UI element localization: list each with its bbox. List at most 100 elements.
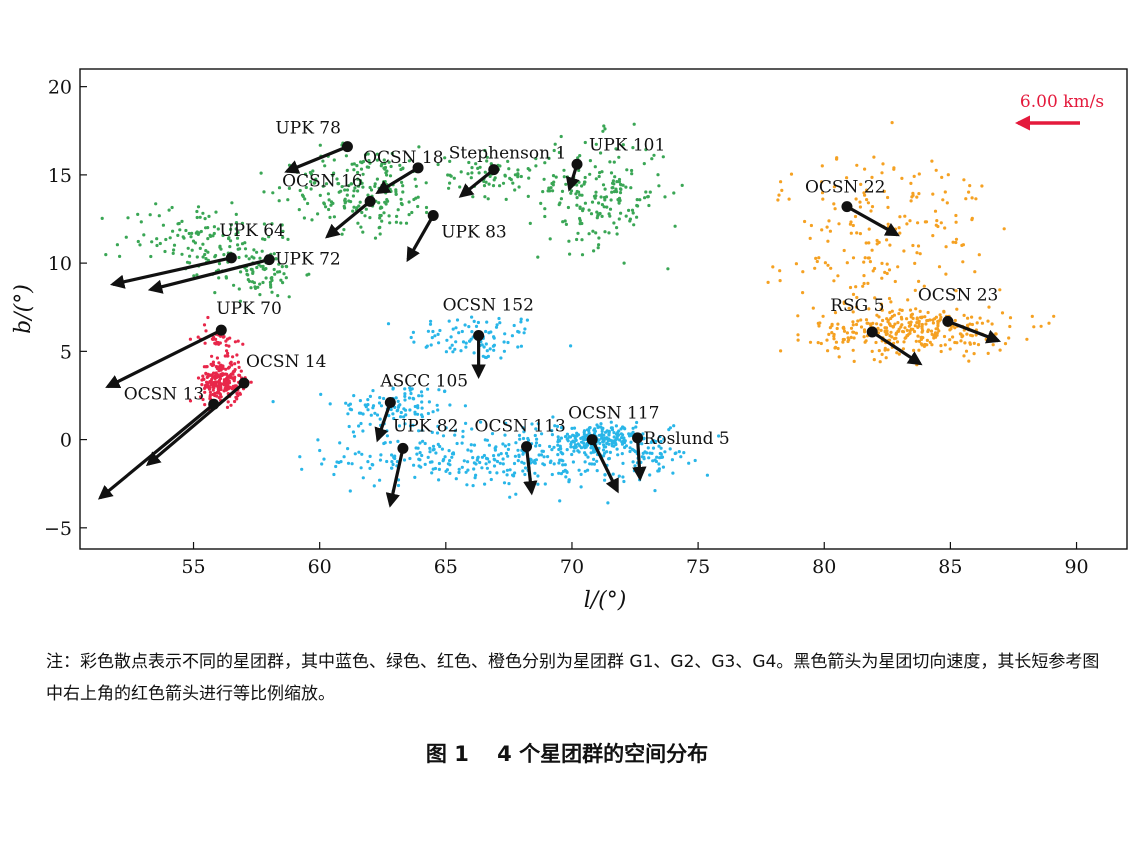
- data-point: [574, 438, 578, 442]
- data-point: [204, 372, 208, 376]
- data-point: [424, 205, 429, 210]
- data-point: [411, 423, 415, 427]
- data-point: [561, 220, 565, 224]
- data-point: [820, 191, 825, 195]
- data-point: [851, 323, 855, 327]
- data-point: [814, 256, 818, 260]
- data-point: [369, 188, 374, 192]
- data-point: [347, 424, 351, 429]
- data-point: [211, 392, 215, 397]
- velocity-arrow: [458, 168, 495, 198]
- data-point: [335, 177, 339, 181]
- data-point: [221, 233, 225, 238]
- data-point: [881, 318, 885, 323]
- data-point: [358, 200, 362, 204]
- data-point: [216, 227, 220, 231]
- data-point: [880, 171, 884, 175]
- data-point: [429, 319, 433, 323]
- data-point: [358, 399, 362, 403]
- point-group-g3: [188, 315, 253, 411]
- data-point: [533, 433, 537, 438]
- data-point: [236, 394, 240, 398]
- data-point: [212, 371, 216, 375]
- data-point: [243, 247, 248, 251]
- data-point: [499, 356, 503, 360]
- data-point: [346, 461, 351, 465]
- data-point: [560, 189, 565, 193]
- data-point: [541, 462, 545, 466]
- data-point: [510, 473, 515, 477]
- data-point: [905, 334, 910, 338]
- velocity-arrow: [105, 328, 222, 389]
- data-point: [136, 239, 140, 244]
- data-point: [650, 439, 654, 443]
- point-group-g4: [766, 121, 1056, 367]
- data-point: [778, 269, 782, 273]
- data-point: [912, 329, 917, 334]
- data-point: [237, 255, 241, 260]
- data-point: [565, 175, 570, 179]
- data-point: [433, 334, 437, 338]
- data-point: [258, 293, 262, 297]
- data-point: [163, 249, 167, 254]
- data-point: [943, 190, 947, 194]
- data-point: [632, 122, 636, 126]
- data-point: [201, 397, 205, 402]
- data-point: [420, 400, 424, 404]
- data-point: [377, 401, 382, 405]
- cluster-label: OCSN 23: [918, 285, 999, 305]
- data-point: [229, 227, 233, 231]
- data-point: [534, 441, 539, 445]
- data-point: [887, 296, 892, 301]
- data-point: [157, 214, 161, 218]
- data-point: [195, 273, 199, 277]
- data-point: [148, 213, 152, 217]
- data-point: [417, 464, 421, 468]
- data-point: [565, 432, 570, 436]
- data-point: [319, 392, 323, 396]
- data-point: [444, 350, 448, 354]
- data-point: [581, 209, 585, 213]
- data-point: [897, 226, 901, 230]
- data-point: [366, 193, 370, 197]
- data-point: [387, 160, 391, 164]
- cluster-center: [521, 441, 533, 453]
- data-point: [933, 331, 938, 335]
- data-point: [435, 403, 439, 407]
- data-point: [403, 422, 407, 426]
- data-point: [340, 185, 344, 189]
- data-point: [345, 188, 350, 192]
- data-point: [238, 373, 242, 378]
- data-point: [597, 433, 601, 437]
- data-point: [913, 288, 917, 292]
- data-point: [833, 311, 838, 315]
- data-point: [491, 344, 495, 348]
- data-point: [615, 180, 619, 184]
- data-point: [389, 164, 393, 169]
- data-point: [842, 329, 847, 333]
- data-point: [196, 205, 201, 209]
- data-point: [780, 188, 784, 192]
- data-point: [646, 446, 650, 450]
- data-point: [320, 462, 324, 466]
- data-point: [195, 255, 199, 259]
- data-point: [384, 202, 388, 206]
- data-point: [597, 425, 601, 429]
- data-point: [356, 184, 361, 188]
- data-point: [263, 237, 267, 242]
- data-point: [446, 462, 450, 466]
- data-point: [650, 451, 654, 455]
- data-point: [634, 425, 638, 429]
- velocity-arrow: [374, 402, 392, 443]
- data-point: [343, 206, 347, 210]
- data-point: [190, 248, 194, 252]
- data-point: [610, 444, 614, 448]
- data-point: [628, 219, 632, 223]
- data-point: [391, 387, 395, 391]
- data-point: [303, 197, 307, 201]
- scale-arrow-label: 6.00 km/s: [1020, 92, 1104, 112]
- data-point: [915, 195, 919, 199]
- data-point: [416, 204, 420, 209]
- data-point: [657, 184, 661, 188]
- data-point: [284, 264, 288, 268]
